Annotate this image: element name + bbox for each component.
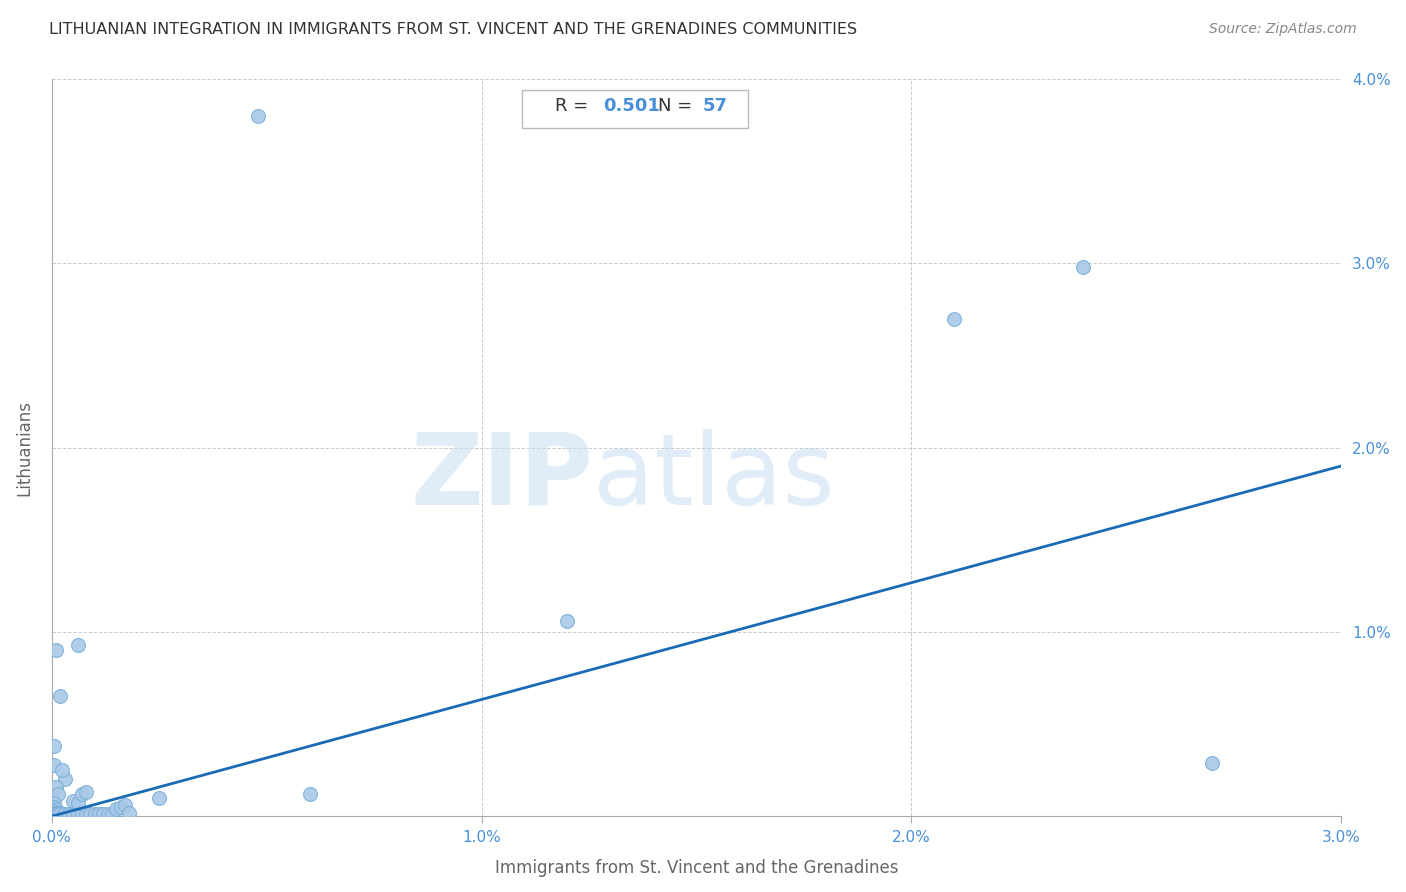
Point [49, 807, 72, 822]
Point [118, 805, 141, 820]
Point [42, 739, 65, 754]
Text: Source: ZipAtlas.com: Source: ZipAtlas.com [1209, 22, 1357, 37]
Point [45, 807, 67, 822]
Point [1071, 260, 1094, 274]
Point [42, 797, 65, 811]
Point [42, 800, 65, 814]
Point [45, 805, 67, 820]
Text: N =: N = [658, 96, 697, 114]
Point [49, 807, 72, 822]
Point [42, 807, 65, 822]
Point [70, 787, 93, 801]
Y-axis label: Lithuanians: Lithuanians [15, 400, 32, 496]
Point [45, 643, 67, 657]
Point [101, 807, 124, 822]
X-axis label: Immigrants from St. Vincent and the Grenadines: Immigrants from St. Vincent and the Gren… [495, 859, 898, 877]
Text: R =: R = [554, 96, 593, 114]
Point [87, 807, 110, 822]
Point [114, 798, 136, 813]
Point [42, 757, 65, 772]
Point [46, 787, 69, 801]
Point [45, 807, 67, 822]
Point [53, 807, 76, 822]
Point [943, 311, 966, 326]
Text: atlas: atlas [593, 428, 835, 525]
Text: ZIP: ZIP [411, 428, 593, 525]
Point [70, 807, 93, 822]
Point [45, 807, 67, 822]
Point [557, 614, 579, 628]
Point [1201, 756, 1223, 770]
Text: 0.501: 0.501 [603, 96, 661, 114]
Point [62, 795, 84, 809]
Point [46, 807, 69, 822]
Point [41, 807, 63, 822]
Point [42, 807, 65, 822]
Text: 57: 57 [703, 96, 728, 114]
Point [45, 807, 67, 822]
Point [298, 787, 321, 801]
Point [42, 806, 65, 821]
Point [110, 800, 132, 814]
Point [62, 807, 84, 822]
Point [79, 807, 101, 822]
Point [46, 807, 69, 822]
Point [105, 802, 128, 816]
Point [91, 807, 114, 822]
Point [97, 807, 120, 822]
Point [42, 807, 65, 822]
Point [42, 804, 65, 818]
Point [49, 690, 72, 704]
Point [58, 807, 80, 822]
Point [66, 807, 89, 822]
Point [42, 805, 65, 820]
Point [51, 763, 73, 777]
Text: LITHUANIAN INTEGRATION IN IMMIGRANTS FROM ST. VINCENT AND THE GRENADINES COMMUNI: LITHUANIAN INTEGRATION IN IMMIGRANTS FRO… [49, 22, 858, 37]
Point [45, 780, 67, 794]
Point [83, 807, 105, 822]
Point [66, 797, 89, 811]
Point [53, 772, 76, 787]
Point [247, 109, 270, 123]
Point [148, 790, 170, 805]
FancyBboxPatch shape [523, 90, 748, 128]
Point [75, 785, 97, 799]
Point [66, 638, 89, 652]
Point [51, 807, 73, 822]
Point [49, 805, 72, 820]
Point [45, 802, 67, 816]
Point [75, 807, 97, 822]
